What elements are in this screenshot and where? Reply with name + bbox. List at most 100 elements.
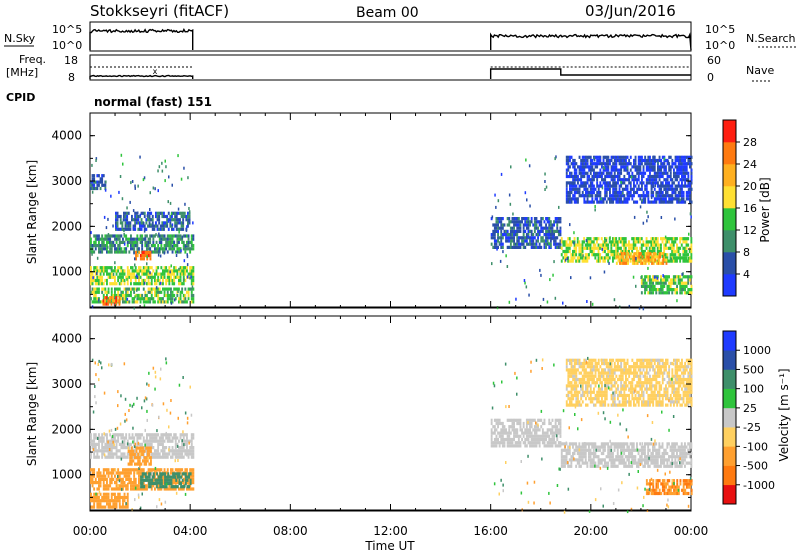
scatter-cell <box>652 258 655 262</box>
scatter-cell <box>599 194 602 198</box>
scatter-cell <box>682 272 684 276</box>
scatter-cell <box>586 155 589 159</box>
scatter-cell <box>106 278 108 283</box>
scatter-cell <box>170 449 172 453</box>
scatter-cell <box>107 505 110 509</box>
scatter-cell <box>617 181 619 185</box>
scatter-cell <box>586 300 588 303</box>
scatter-cell <box>511 220 514 224</box>
scatter-cell <box>146 255 148 259</box>
scatter-cell <box>629 184 632 188</box>
scatter-cell <box>652 165 655 169</box>
scatter-cell <box>184 278 187 283</box>
scatter-cell <box>586 256 589 260</box>
scatter-cell <box>492 229 495 233</box>
scatter-cell <box>516 223 519 227</box>
scatter-cell <box>152 237 155 241</box>
scatter-cell <box>142 452 144 457</box>
scatter-cell <box>668 284 670 288</box>
scatter-cell <box>560 458 563 462</box>
scatter-cell <box>144 290 147 294</box>
scatter-cell <box>637 165 640 169</box>
scatter-cell <box>123 452 126 456</box>
scatter-cell <box>516 418 519 422</box>
scatter-cell <box>110 505 113 509</box>
scatter-cell <box>142 287 145 291</box>
scatter-cell <box>154 234 156 238</box>
scatter-cell <box>123 471 126 475</box>
scatter-cell <box>569 171 571 175</box>
scatter-cell <box>101 477 104 481</box>
scatter-cell <box>138 477 140 481</box>
scatter-cell <box>171 240 174 244</box>
scatter-cell <box>509 220 512 224</box>
scatter-cell <box>687 190 690 195</box>
scatter-cell <box>655 458 658 462</box>
scatter-cell <box>687 178 690 182</box>
scatter-cell <box>583 237 586 241</box>
scatter-cell <box>115 237 118 241</box>
scatter-cell <box>551 425 554 429</box>
scatter-cell <box>589 237 592 241</box>
scatter-cell <box>600 442 603 446</box>
scatter-cell <box>121 224 124 228</box>
scatter-cell <box>112 499 115 503</box>
scatter-cell <box>134 484 137 488</box>
scatter-cell <box>549 431 552 435</box>
scatter-cell <box>190 275 192 279</box>
scatter-cell <box>676 187 679 191</box>
scatter-cell <box>581 259 584 263</box>
scatter-cell <box>565 194 568 198</box>
scatter-cell <box>642 181 645 185</box>
scatter-cell <box>629 451 632 456</box>
scatter-cell <box>524 220 527 224</box>
scatter-cell <box>663 188 665 191</box>
scatter-cell <box>162 275 164 279</box>
scatter-cell <box>490 418 493 422</box>
scatter-cell <box>640 278 643 282</box>
scatter-cell <box>159 281 162 285</box>
scatter-cell <box>171 278 174 283</box>
scatter-cell <box>120 293 123 298</box>
scatter-cell <box>514 431 517 435</box>
scatter-cell <box>637 249 640 254</box>
scatter-cell <box>599 174 602 179</box>
scatter-cell <box>541 421 544 426</box>
scatter-cell <box>143 250 145 254</box>
scatter-cell <box>618 187 621 191</box>
scatter-cell <box>650 158 653 163</box>
scatter-cell <box>652 281 654 285</box>
scatter-cell <box>621 442 624 446</box>
scatter-cell <box>593 171 595 175</box>
scatter-cell <box>94 455 97 459</box>
scatter-cell <box>669 178 672 182</box>
scatter-cell <box>183 166 185 170</box>
scatter-cell <box>140 481 142 486</box>
scatter-cell <box>94 290 97 294</box>
scatter-cell <box>102 247 105 251</box>
scatter-cell <box>157 297 160 301</box>
scatter-cell <box>166 290 169 294</box>
scatter-cell <box>679 284 682 288</box>
scatter-cell <box>556 236 559 240</box>
scatter-cell <box>135 211 138 215</box>
scatter-cell <box>573 237 576 241</box>
scatter-cell <box>599 445 602 449</box>
scatter-cell <box>182 293 185 298</box>
scatter-cell <box>182 266 185 270</box>
scatter-cell <box>602 181 605 185</box>
scatter-cell <box>592 240 595 244</box>
scatter-cell <box>612 181 615 185</box>
scatter-cell <box>115 439 118 443</box>
scatter-cell <box>602 162 605 166</box>
scatter-cell <box>163 272 166 276</box>
scatter-cell <box>98 269 100 273</box>
scatter-cell <box>576 240 579 244</box>
scatter-cell <box>150 452 153 456</box>
scatter-cell <box>658 249 661 254</box>
scatter-cell <box>150 272 153 276</box>
scatter-cell <box>176 269 179 273</box>
scatter-cell <box>632 240 635 244</box>
scatter-cell <box>160 234 163 238</box>
scatter-cell <box>151 218 154 222</box>
